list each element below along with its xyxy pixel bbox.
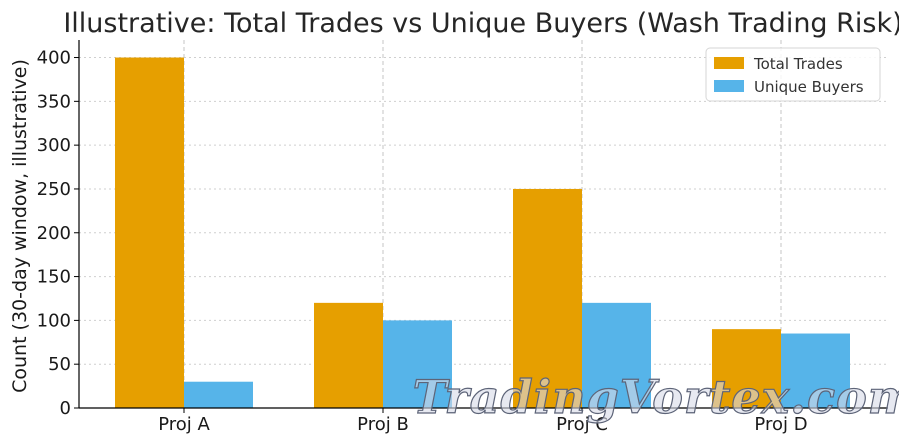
x-tick-label: Proj C (556, 414, 608, 435)
y-tick-label: 250 (37, 179, 71, 200)
y-tick-label: 50 (48, 354, 71, 375)
bar-total-trades-3 (712, 329, 781, 408)
bar-total-trades-1 (314, 302, 383, 408)
y-tick-label: 200 (37, 223, 71, 244)
y-tick-label: 350 (37, 91, 71, 112)
y-tick-labels: 0 50 100 150 200 250 300 350 400 (37, 48, 71, 419)
chart-title: Illustrative: Total Trades vs Unique Buy… (63, 8, 899, 39)
legend-swatch (714, 57, 744, 69)
y-tick-label: 400 (37, 48, 71, 69)
y-tick-label: 0 (60, 398, 71, 419)
bar-unique-buyers-2 (582, 302, 651, 408)
x-tick-label: Proj B (357, 414, 409, 435)
legend-swatch (714, 80, 744, 92)
bar-unique-buyers-3 (781, 333, 850, 408)
legend-label: Total Trades (753, 55, 843, 73)
y-tick-label: 150 (37, 267, 71, 288)
x-tick-label: Proj A (158, 414, 210, 435)
bar-unique-buyers-1 (383, 320, 452, 408)
bar-total-trades-2 (513, 188, 582, 408)
bar-unique-buyers-0 (184, 381, 253, 408)
bars (115, 57, 850, 409)
legend-box (705, 47, 881, 102)
y-tick-label: 300 (37, 135, 71, 156)
y-tick-label: 100 (37, 310, 71, 331)
watermark-logo: TradingVortex.com (413, 370, 899, 424)
bar-total-trades-0 (115, 57, 184, 409)
axes (74, 40, 888, 413)
y-axis-label: Count (30-day window, illustrative) (9, 59, 31, 393)
legend-label: Unique Buyers (754, 78, 864, 96)
x-tick-label: Proj D (754, 414, 807, 435)
x-tick-labels: Proj A Proj B Proj C Proj D (158, 414, 807, 435)
legend: Total Trades Unique Buyers (705, 47, 881, 102)
